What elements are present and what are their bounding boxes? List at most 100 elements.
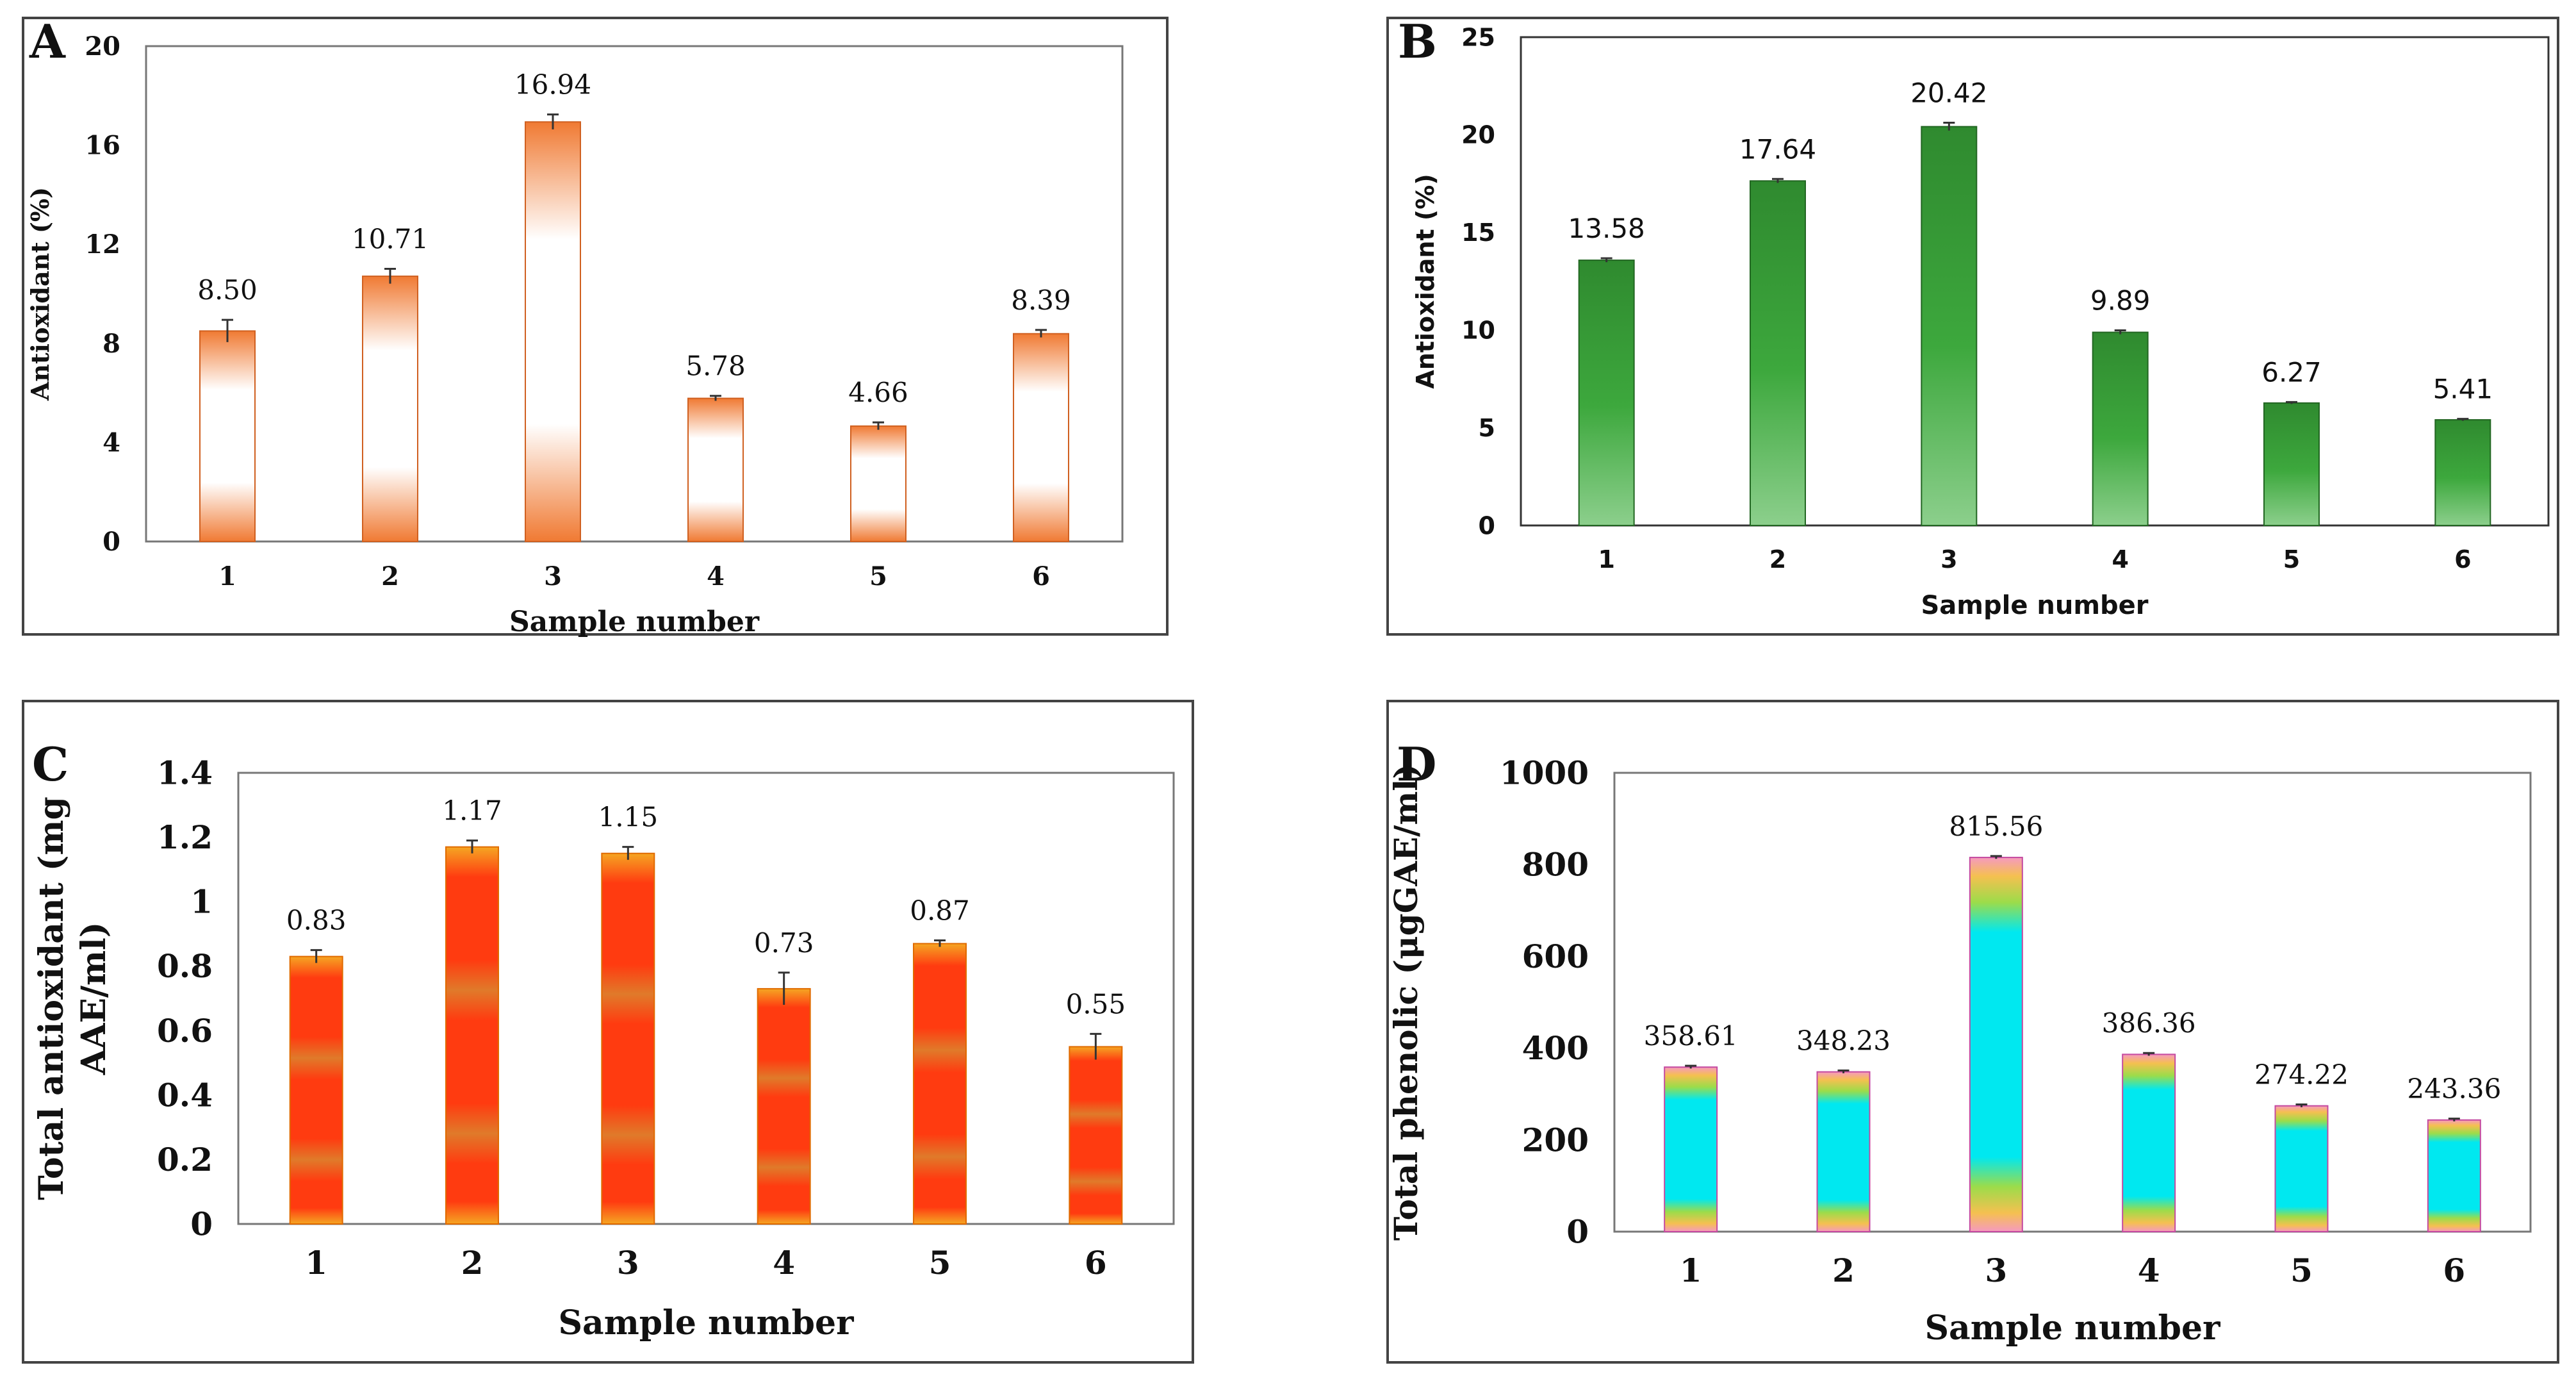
bar xyxy=(525,121,581,543)
data-label: 8.50 xyxy=(197,274,258,306)
x-tick-label: 5 xyxy=(869,561,887,591)
y-tick-label: 1 xyxy=(190,883,213,921)
x-tick-label: 4 xyxy=(2112,545,2128,574)
y-tick-label: 0 xyxy=(1479,511,1495,540)
panel-letter: A xyxy=(29,14,66,69)
data-label: 20.42 xyxy=(1910,78,1987,109)
y-tick-label: 25 xyxy=(1461,23,1495,51)
bar xyxy=(1069,1046,1123,1225)
y-axis-label-line: Total antioxidant (mg xyxy=(32,797,71,1200)
x-axis-label: Sample number xyxy=(558,1303,854,1343)
bar xyxy=(2434,419,2491,527)
y-axis-label: Antioxidant (%) xyxy=(26,187,54,401)
panel-letter: C xyxy=(32,737,69,791)
bar xyxy=(757,987,811,1225)
x-tick-label: 6 xyxy=(1085,1244,1107,1282)
x-tick-label: 2 xyxy=(1832,1252,1855,1289)
y-tick-label: 800 xyxy=(1522,846,1589,884)
bar xyxy=(601,852,655,1225)
x-tick-label: 4 xyxy=(707,561,725,591)
bar xyxy=(2427,1119,2481,1233)
y-tick-label: 0 xyxy=(1566,1213,1589,1251)
x-tick-label: 3 xyxy=(1985,1252,2007,1289)
x-axis-label: Sample number xyxy=(1921,591,2149,620)
bar xyxy=(1969,857,2023,1233)
x-tick-label: 2 xyxy=(1769,545,1786,574)
panel-d: D 0 200 400 600 800 1000 358.61 1 348.23 2 815.56 3 3… xyxy=(1386,700,2559,1364)
x-tick-label: 5 xyxy=(2290,1252,2313,1289)
data-label: 9.89 xyxy=(2090,285,2151,317)
panel-c: C 0 0.2 0.4 0.6 0.8 1 1.2 1.4 0.83 1 1.17 2 1.15 3 0.73… xyxy=(22,700,1194,1364)
data-label: 16.94 xyxy=(514,69,591,101)
y-tick-label: 0.2 xyxy=(157,1141,213,1178)
y-tick-label: 20 xyxy=(85,31,120,62)
y-tick-label: 1000 xyxy=(1500,754,1589,792)
data-label: 274.22 xyxy=(2254,1059,2349,1091)
bar xyxy=(362,276,418,542)
y-tick-label: 8 xyxy=(103,329,120,359)
data-label: 13.58 xyxy=(1568,213,1645,244)
y-tick-label: 1.2 xyxy=(157,818,213,856)
x-tick-label: 5 xyxy=(929,1244,951,1282)
bar xyxy=(1664,1066,1718,1232)
x-tick-label: 3 xyxy=(617,1244,639,1282)
panel-a: A 0 4 8 12 16 20 8.50 1 10.71 2 16.94 3 5.78 4 4.66 5 8.3… xyxy=(22,14,1169,638)
plot-area xyxy=(1613,772,2532,1233)
bar xyxy=(199,330,256,542)
y-tick-label: 400 xyxy=(1522,1029,1589,1067)
y-tick-label: 0 xyxy=(103,527,120,557)
x-tick-label: 1 xyxy=(1598,545,1614,574)
y-tick-label: 20 xyxy=(1461,121,1495,149)
data-label: 10.71 xyxy=(352,223,429,254)
y-axis-label: Antioxidant (%) xyxy=(1411,174,1440,388)
x-tick-label: 5 xyxy=(2283,545,2300,574)
x-tick-label: 6 xyxy=(2443,1252,2465,1289)
panel-b: B 0 5 10 15 20 25 13.58 1 17.64 2 20.42 3 9.89 4 6.27 5 5… xyxy=(1386,14,2559,636)
bar xyxy=(2122,1053,2176,1232)
y-tick-label: 0.6 xyxy=(157,1012,213,1050)
bar xyxy=(1921,126,1978,527)
data-label: 6.27 xyxy=(2261,356,2322,388)
data-label: 0.73 xyxy=(754,927,814,959)
data-label: 0.55 xyxy=(1066,988,1126,1020)
x-tick-label: 3 xyxy=(1940,545,1957,574)
panel-letter: D xyxy=(1397,737,1436,791)
y-tick-label: 0 xyxy=(190,1205,213,1243)
data-label: 4.66 xyxy=(848,377,908,408)
x-tick-label: 1 xyxy=(305,1244,327,1282)
y-tick-label: 0.4 xyxy=(157,1076,213,1114)
panel-letter: B xyxy=(1398,14,1437,69)
y-tick-label: 200 xyxy=(1522,1121,1589,1159)
plot-area xyxy=(145,45,1124,543)
x-tick-label: 4 xyxy=(2138,1252,2160,1289)
bar xyxy=(1578,260,1635,526)
bar xyxy=(1750,180,1806,526)
data-label: 5.78 xyxy=(685,351,746,382)
data-label: 8.39 xyxy=(1011,285,1071,316)
y-tick-label: 0.8 xyxy=(157,947,213,985)
x-tick-label: 1 xyxy=(218,561,236,591)
y-tick-label: 600 xyxy=(1522,938,1589,975)
y-tick-label: 1.4 xyxy=(157,754,213,792)
y-axis-label: Total antioxidant (mgAAE/ml) xyxy=(32,797,113,1200)
x-tick-label: 4 xyxy=(773,1244,795,1282)
y-tick-label: 5 xyxy=(1479,414,1495,442)
data-label: 1.17 xyxy=(442,795,502,827)
data-label: 348.23 xyxy=(1796,1025,1891,1057)
data-label: 1.15 xyxy=(598,802,659,833)
bar xyxy=(2274,1105,2329,1232)
data-label: 0.87 xyxy=(910,895,970,926)
y-tick-label: 15 xyxy=(1461,219,1495,247)
bar xyxy=(850,425,907,542)
data-label: 5.41 xyxy=(2433,374,2493,405)
data-label: 0.83 xyxy=(286,905,347,936)
bar xyxy=(2263,402,2320,526)
y-tick-label: 12 xyxy=(85,229,120,260)
x-axis-label: Sample number xyxy=(1924,1309,2220,1348)
data-label: 17.64 xyxy=(1739,133,1816,165)
x-tick-label: 6 xyxy=(2454,545,2471,574)
y-axis-label-line: AAE/ml) xyxy=(74,922,113,1076)
x-tick-label: 2 xyxy=(461,1244,484,1282)
y-tick-label: 10 xyxy=(1461,317,1495,345)
